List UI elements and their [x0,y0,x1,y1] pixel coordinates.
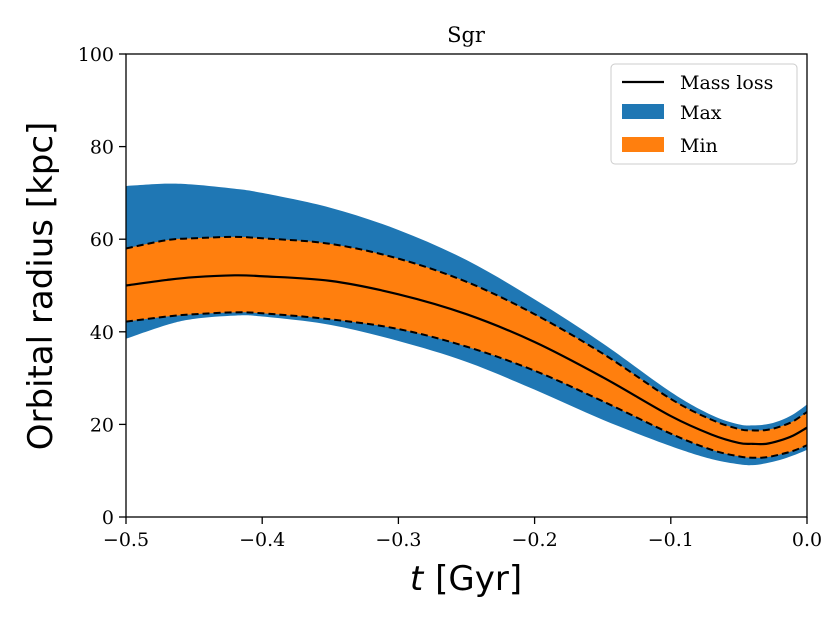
min-band-area [126,236,807,458]
axes-frame [125,53,808,518]
legend-mass-loss-label: Mass loss [680,72,773,94]
legend: Mass loss Max Min [610,63,798,165]
legend-min-swatch [622,137,664,152]
plot-area [125,183,808,466]
x-ticks: −0.5 −0.4 −0.3 −0.2 −0.1 0.0 [103,517,822,551]
legend-max-label: Max [680,102,722,124]
chart-title: Sgr [447,23,486,47]
y-tick-label: 40 [90,322,114,344]
min-upper-dashed-line [125,235,808,432]
y-axis-label: Orbital radius [kpc] [21,122,61,451]
legend-max-swatch [622,104,664,119]
x-axis-unit: [Gyr] [435,559,522,599]
y-ticks: 0 20 40 60 80 100 [78,44,126,529]
y-tick-label: 100 [78,44,114,66]
x-tick-label: −0.5 [103,529,149,551]
x-tick-label: −0.4 [239,529,285,551]
legend-min-label: Min [680,135,718,157]
y-tick-label: 80 [90,137,114,159]
x-tick-label: −0.3 [375,529,421,551]
x-axis-label: t [Gyr] [410,559,522,599]
x-tick-label: −0.2 [512,529,558,551]
y-tick-label: 60 [90,229,114,251]
y-tick-label: 20 [90,414,114,436]
mass-loss-line [125,274,808,446]
min-lower-dashed-line [125,311,808,459]
x-axis-variable: t [410,559,425,599]
x-tick-label: −0.1 [648,529,694,551]
x-tick-label: 0.0 [792,529,822,551]
y-tick-label: 0 [102,507,114,529]
